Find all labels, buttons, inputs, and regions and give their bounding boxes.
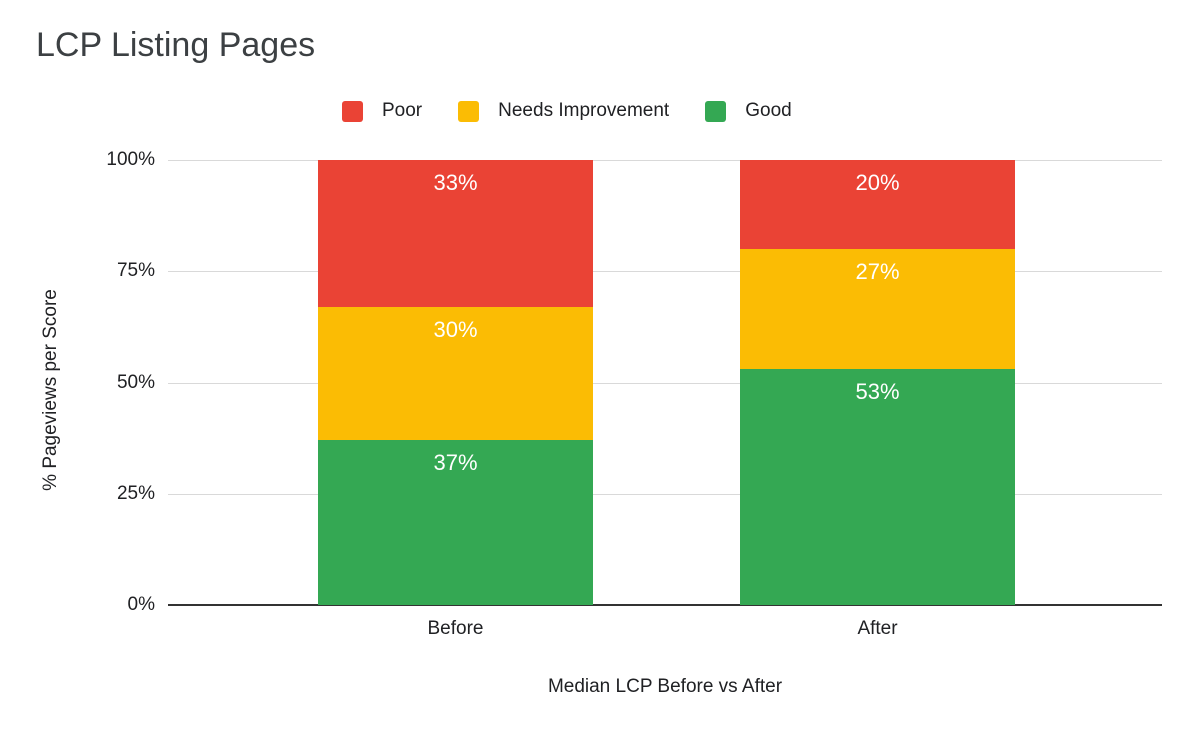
y-tick-50: 50% xyxy=(116,371,155,393)
legend-item-good[interactable]: Good xyxy=(705,100,792,122)
legend-label-poor: Poor xyxy=(382,100,423,121)
segment-needs-improvement-before[interactable]: 30% xyxy=(318,306,593,441)
x-axis-line xyxy=(168,604,1162,606)
data-label-poor-before: 33% xyxy=(433,170,478,195)
stacked-bar-after[interactable]: 20% 27% 53% xyxy=(740,160,1015,605)
x-axis-title: Median LCP Before vs After xyxy=(547,676,783,697)
y-tick-75: 75% xyxy=(116,260,155,282)
gridline-100 xyxy=(168,160,1162,161)
legend-swatch-poor-icon xyxy=(342,100,363,122)
legend-item-needs-improvement[interactable]: Needs Improvement xyxy=(458,100,669,122)
gridline-50 xyxy=(168,382,1162,384)
plot-area: 33% 30% 37% 20% 27% 53% xyxy=(168,160,1162,606)
legend-label-good: Good xyxy=(745,100,792,121)
data-label-good-before: 37% xyxy=(433,450,478,476)
legend: Poor Needs Improvement Good xyxy=(342,100,792,122)
x-tick-before: Before xyxy=(427,618,484,639)
segment-good-before[interactable]: 37% xyxy=(318,440,593,605)
data-label-needs-improvement-after: 27% xyxy=(855,259,900,284)
segment-good-after[interactable]: 53% xyxy=(740,369,1015,605)
stacked-bar-before[interactable]: 33% 30% 37% xyxy=(318,160,593,605)
x-tick-after: After xyxy=(857,618,898,639)
legend-swatch-needs-improvement-icon xyxy=(458,100,480,122)
y-tick-0: 0% xyxy=(127,594,155,615)
data-label-needs-improvement-before: 30% xyxy=(433,316,478,342)
legend-item-poor[interactable]: Poor xyxy=(342,100,422,122)
segment-poor-after[interactable]: 20% xyxy=(740,160,1015,249)
y-tick-25: 25% xyxy=(116,482,155,504)
gridline-75 xyxy=(168,271,1162,273)
chart-title: LCP Listing Pages xyxy=(36,26,316,64)
legend-label-needs-improvement: Needs Improvement xyxy=(498,100,670,121)
y-tick-100: 100% xyxy=(106,149,155,170)
data-label-good-after: 53% xyxy=(855,379,900,405)
legend-swatch-good-icon xyxy=(705,100,727,122)
segment-needs-improvement-after[interactable]: 27% xyxy=(740,249,1015,370)
segment-poor-before[interactable]: 33% xyxy=(318,160,593,307)
gridline-25 xyxy=(168,493,1162,495)
data-label-poor-after: 20% xyxy=(855,170,900,195)
